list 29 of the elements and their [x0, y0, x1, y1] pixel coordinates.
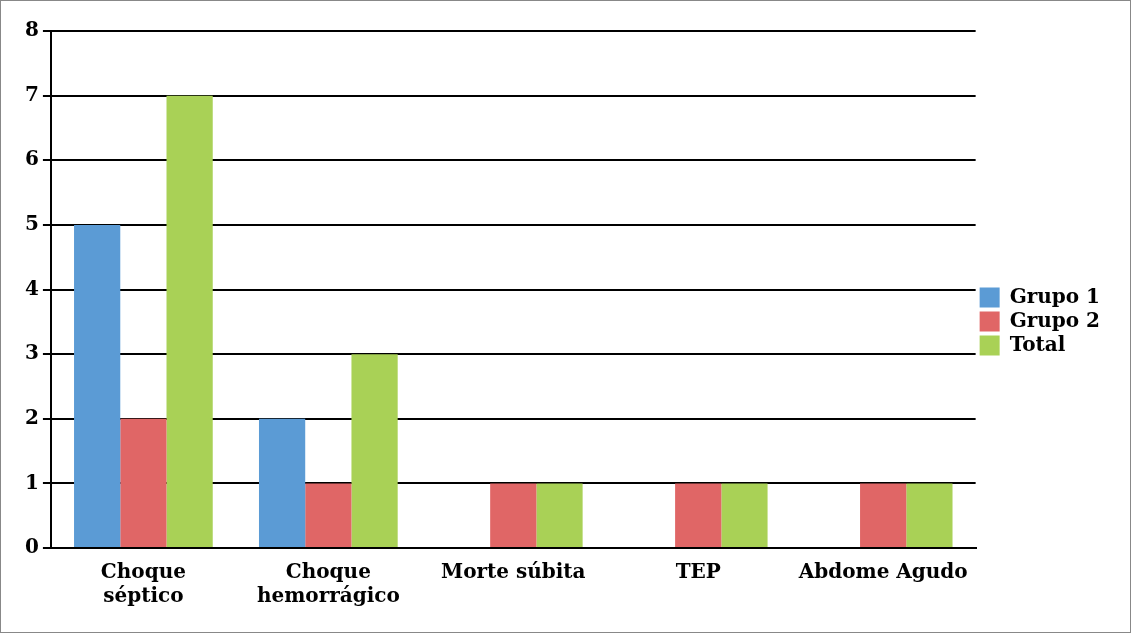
- bar: [490, 483, 537, 547]
- y-tick-label: 8: [24, 17, 39, 42]
- y-tick-label: 6: [24, 146, 39, 171]
- y-tick-label: 7: [24, 81, 39, 106]
- x-tick-label: TEP: [675, 559, 721, 584]
- x-tick-label: Choque séptico: [100, 559, 186, 608]
- y-tick-label: 3: [24, 340, 39, 365]
- bar: [860, 483, 907, 547]
- y-tick-label: 5: [24, 211, 39, 236]
- x-tick-label: Choque hemorrágico: [256, 559, 400, 608]
- y-tick-label: 2: [24, 404, 39, 429]
- bar: [721, 483, 768, 547]
- bar: [351, 354, 398, 547]
- legend-label: Grupo 1: [1009, 283, 1101, 308]
- y-tick-label: 4: [24, 275, 39, 300]
- y-tick-label: 1: [24, 469, 39, 494]
- bar: [166, 95, 213, 547]
- x-tick-label: Morte súbita: [441, 559, 586, 584]
- bar: [536, 483, 583, 547]
- bar: [258, 418, 306, 547]
- x-tick-label: Abdome Agudo: [797, 559, 968, 584]
- legend-label: Grupo 2: [1009, 307, 1101, 332]
- bar: [305, 483, 352, 547]
- y-tick-label: 0: [24, 534, 39, 559]
- bar: [120, 418, 167, 547]
- bar: [675, 483, 722, 547]
- legend-label: Total: [1009, 331, 1066, 356]
- bar: [74, 224, 121, 547]
- bar: [906, 483, 953, 547]
